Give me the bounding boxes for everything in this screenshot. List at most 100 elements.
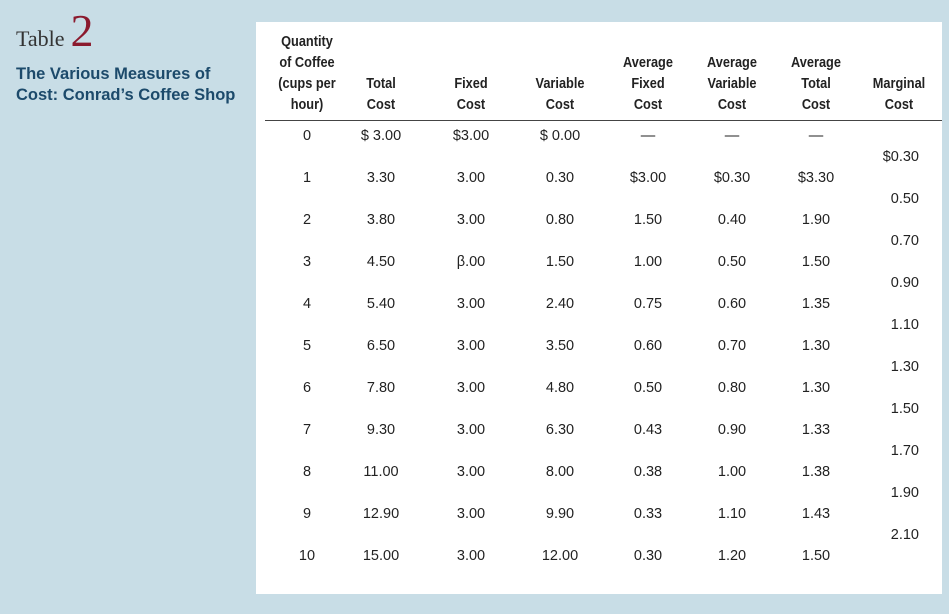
cell-avg-fixed-cost: — bbox=[640, 128, 656, 144]
header-avg-total-cost: Average Total Cost bbox=[791, 32, 841, 116]
cell-marginal-cost: 1.10 bbox=[890, 317, 919, 333]
cell-variable-cost: 12.00 bbox=[541, 548, 579, 564]
table-heading: Table 2 bbox=[16, 8, 244, 54]
cell-total-cost: 3.30 bbox=[366, 170, 396, 186]
header-line: Cost bbox=[545, 97, 575, 113]
header-line: Total bbox=[801, 76, 831, 92]
cell-fixed-cost: 3.00 bbox=[456, 506, 486, 522]
header-line: hour) bbox=[290, 97, 324, 113]
cell-total-cost: 5.40 bbox=[366, 296, 396, 312]
cell-quantity: 9 bbox=[302, 506, 312, 522]
cell-variable-cost: 0.80 bbox=[545, 212, 575, 228]
cell-total-cost: 9.30 bbox=[366, 422, 396, 438]
cell-total-cost: 6.50 bbox=[366, 338, 396, 354]
table-label: Table 2 The Various Measures of Cost: Con… bbox=[16, 8, 244, 106]
cell-marginal-cost: 1.50 bbox=[890, 401, 919, 417]
cell-avg-fixed-cost: 0.38 bbox=[633, 464, 663, 480]
header-line: Average bbox=[623, 55, 673, 71]
cell-avg-variable-cost: 0.80 bbox=[717, 380, 747, 396]
cell-fixed-cost: 3.00 bbox=[456, 422, 486, 438]
cell-avg-total-cost: 1.50 bbox=[801, 548, 831, 564]
cell-avg-total-cost: 1.33 bbox=[801, 422, 831, 438]
cell-marginal-cost: 0.90 bbox=[890, 275, 919, 291]
cell-avg-total-cost: 1.90 bbox=[801, 212, 831, 228]
cell-marginal-cost: 0.50 bbox=[890, 191, 919, 207]
cell-avg-total-cost: 1.43 bbox=[801, 506, 831, 522]
header-line: Cost bbox=[717, 97, 747, 113]
cell-variable-cost: 1.50 bbox=[545, 254, 575, 270]
cell-variable-cost: 6.30 bbox=[545, 422, 575, 438]
cell-fixed-cost: β.00 bbox=[456, 254, 486, 270]
cell-avg-total-cost: 1.30 bbox=[801, 380, 831, 396]
cell-variable-cost: 4.80 bbox=[545, 380, 575, 396]
cell-marginal-cost: 2.10 bbox=[890, 527, 919, 543]
cell-marginal-cost: 1.70 bbox=[890, 443, 919, 459]
cell-variable-cost: 9.90 bbox=[545, 506, 575, 522]
cell-quantity: 8 bbox=[302, 464, 312, 480]
cell-quantity: 7 bbox=[302, 422, 312, 438]
cell-quantity: 3 bbox=[302, 254, 312, 270]
cell-marginal-cost: 0.70 bbox=[890, 233, 919, 249]
cell-fixed-cost: 3.00 bbox=[456, 548, 486, 564]
header-fixed-cost: Fixed Cost bbox=[454, 32, 487, 116]
header-rule bbox=[265, 120, 942, 121]
cell-avg-fixed-cost: 0.43 bbox=[633, 422, 663, 438]
cell-avg-variable-cost: 0.90 bbox=[717, 422, 747, 438]
cell-avg-fixed-cost: 0.50 bbox=[633, 380, 663, 396]
cell-variable-cost: 3.50 bbox=[545, 338, 575, 354]
cell-avg-variable-cost: 0.50 bbox=[717, 254, 747, 270]
header-line: (cups per bbox=[278, 76, 336, 92]
cell-avg-total-cost: 1.38 bbox=[801, 464, 831, 480]
header-avg-fixed-cost: Average Fixed Cost bbox=[623, 32, 673, 116]
header-line: Cost bbox=[633, 97, 663, 113]
cell-total-cost: 11.00 bbox=[363, 464, 399, 480]
cell-avg-fixed-cost: 0.33 bbox=[633, 506, 663, 522]
cell-avg-total-cost: — bbox=[808, 128, 824, 144]
header-line: Cost bbox=[366, 97, 396, 113]
table-word: Table bbox=[16, 26, 65, 51]
header-line: Variable bbox=[535, 76, 585, 92]
cell-avg-total-cost: 1.35 bbox=[801, 296, 831, 312]
cell-total-cost: 15.00 bbox=[362, 548, 400, 564]
cell-avg-variable-cost: 0.40 bbox=[717, 212, 747, 228]
cell-total-cost: 12.90 bbox=[362, 506, 400, 522]
cell-avg-fixed-cost: 0.75 bbox=[633, 296, 663, 312]
header-line: Cost bbox=[884, 97, 914, 113]
cell-avg-total-cost: 1.30 bbox=[801, 338, 831, 354]
cell-avg-total-cost: 1.50 bbox=[801, 254, 831, 270]
cell-avg-variable-cost: 0.70 bbox=[717, 338, 747, 354]
cell-quantity: 10 bbox=[298, 548, 316, 564]
header-total-cost: Total Cost bbox=[366, 32, 396, 116]
cell-marginal-cost: 1.90 bbox=[890, 485, 919, 501]
header-line: Total bbox=[366, 76, 396, 92]
cell-marginal-cost: $0.30 bbox=[882, 149, 919, 165]
header-line: Average bbox=[791, 55, 841, 71]
cell-avg-fixed-cost: $3.00 bbox=[629, 170, 667, 186]
header-marginal-cost: Marginal Cost bbox=[873, 32, 925, 116]
cell-avg-fixed-cost: 0.60 bbox=[633, 338, 663, 354]
cell-variable-cost: 0.30 bbox=[545, 170, 575, 186]
header-quantity: Quantity of Coffee (cups per hour) bbox=[278, 32, 335, 116]
header-line: Average bbox=[707, 55, 757, 71]
cell-marginal-cost: 1.30 bbox=[890, 359, 919, 375]
cell-fixed-cost: 3.00 bbox=[456, 170, 486, 186]
cell-total-cost: 3.80 bbox=[366, 212, 396, 228]
cell-quantity: 5 bbox=[302, 338, 312, 354]
table-number: 2 bbox=[70, 5, 94, 56]
header-line: Cost bbox=[801, 97, 831, 113]
header-line: Fixed bbox=[454, 76, 488, 92]
cell-avg-variable-cost: $0.30 bbox=[713, 170, 751, 186]
cell-fixed-cost: 3.00 bbox=[456, 380, 486, 396]
cell-fixed-cost: 3.00 bbox=[456, 464, 486, 480]
cell-total-cost: 4.50 bbox=[366, 254, 396, 270]
cell-avg-variable-cost: 1.10 bbox=[717, 506, 747, 522]
header-line: Variable bbox=[707, 76, 757, 92]
cell-quantity: 1 bbox=[302, 170, 312, 186]
cell-fixed-cost: 3.00 bbox=[456, 212, 486, 228]
cell-avg-variable-cost: 1.20 bbox=[717, 548, 747, 564]
cost-table: Quantity of Coffee (cups per hour) Total Cost… bbox=[256, 22, 942, 594]
cell-avg-variable-cost: — bbox=[724, 128, 740, 144]
cell-variable-cost: 8.00 bbox=[545, 464, 575, 480]
cell-avg-fixed-cost: 0.30 bbox=[633, 548, 663, 564]
header-line: Quantity bbox=[281, 34, 333, 50]
